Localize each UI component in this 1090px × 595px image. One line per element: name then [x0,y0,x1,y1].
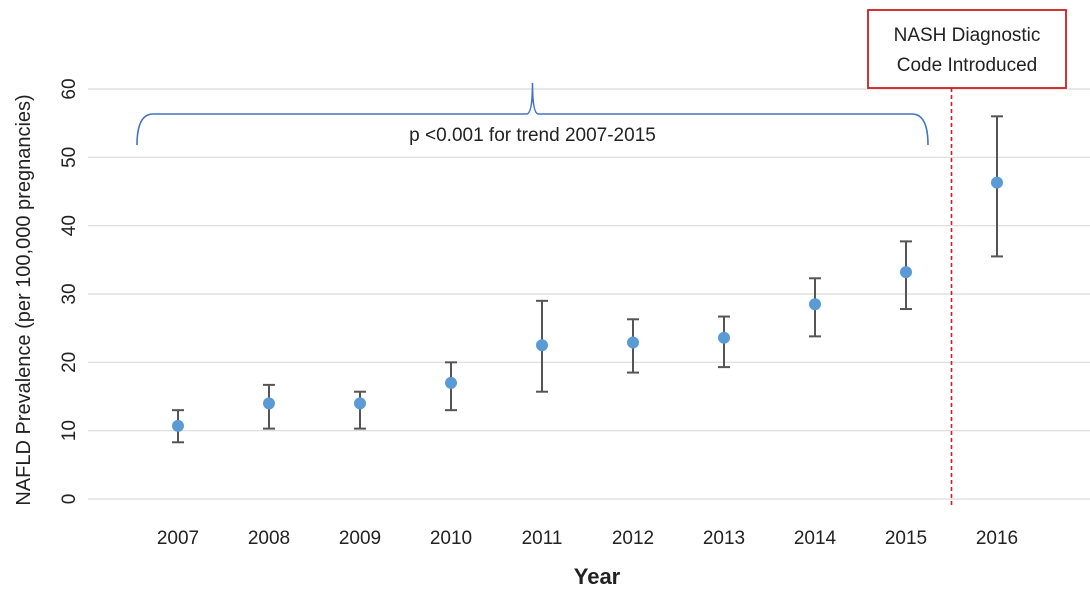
point-2009 [354,397,366,410]
x-tick-2014: 2014 [794,528,837,549]
data-points [172,176,1003,432]
y-tick-labels: 0 10 20 30 40 50 60 [59,78,80,504]
point-2012 [627,336,639,349]
trend-annotation: p <0.001 for trend 2007-2015 [409,125,656,146]
x-tick-2010: 2010 [430,528,472,549]
point-2015 [900,266,912,279]
y-tick-20: 20 [59,352,80,373]
error-bar-2009 [354,390,366,430]
trend-bracket: p <0.001 for trend 2007-2015 [136,82,929,146]
x-tick-labels: 2007 2008 2009 2010 2011 2012 2013 2014 2015 2016 [157,528,1018,549]
point-2010 [445,376,457,389]
x-axis-title: Year [574,564,621,589]
x-tick-2015: 2015 [885,528,927,549]
error-bars [172,115,1003,444]
x-tick-2009: 2009 [339,528,381,549]
diagnostic-code-label-line2: Code Introduced [897,55,1038,76]
diagnostic-code-label-line1: NASH Diagnostic [894,25,1041,46]
y-tick-60: 60 [59,78,80,99]
point-2014 [809,298,821,311]
trend-bracket-path [136,82,929,146]
diagnostic-code-box [867,9,1067,89]
x-tick-2008: 2008 [248,528,290,549]
x-tick-2011: 2011 [522,528,563,549]
x-tick-2012: 2012 [612,528,654,549]
y-tick-0: 0 [59,494,80,505]
y-tick-50: 50 [59,147,80,168]
point-2008 [263,397,275,410]
gridlines [88,88,1090,500]
point-2016 [991,176,1003,189]
point-2007 [172,419,184,432]
x-tick-2016: 2016 [976,528,1018,549]
x-tick-2013: 2013 [703,528,745,549]
y-axis-title: NAFLD Prevalence (per 100,000 pregnancie… [13,94,35,505]
y-tick-10: 10 [59,420,80,441]
y-tick-40: 40 [59,215,80,236]
point-2011 [536,339,548,352]
point-2013 [718,331,730,344]
diagnostic-code-marker: NASH Diagnostic Code Introduced [867,9,1067,505]
x-tick-2007: 2007 [157,528,199,549]
y-tick-30: 30 [59,283,80,304]
